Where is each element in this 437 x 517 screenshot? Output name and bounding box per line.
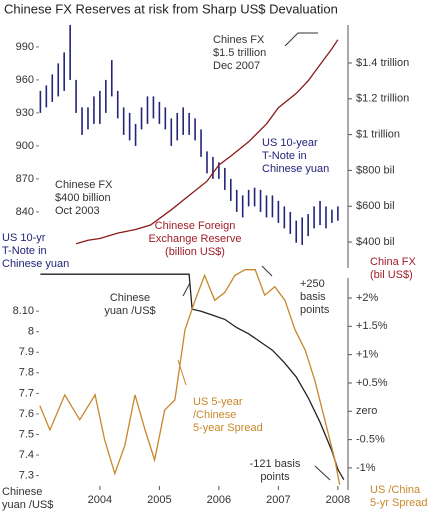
annotation: US 5-year bbox=[193, 396, 243, 408]
annotation: T-Note in bbox=[262, 150, 307, 162]
annotation: yuan /US$ bbox=[2, 499, 53, 511]
annotation-pointer bbox=[182, 282, 191, 297]
y-tick-label: 7.3 bbox=[19, 470, 34, 482]
annotation: (billion US$) bbox=[165, 246, 225, 258]
annotation: US 10-yr bbox=[2, 232, 46, 244]
chart-title: Chinese FX Reserves at risk from Sharp U… bbox=[4, 1, 338, 16]
x-tick-label: 2008 bbox=[326, 494, 350, 506]
y2-tick-label: $800 bil bbox=[356, 164, 395, 176]
y-tick-label: 7.4 bbox=[19, 449, 34, 461]
y-tick-label: 8.10 bbox=[13, 305, 34, 317]
annotation: Chinese yuan bbox=[262, 163, 329, 175]
annotation: US 10-year bbox=[262, 137, 318, 149]
annotation: Chinese Foreign bbox=[155, 220, 236, 232]
y-tick-label: 7.8 bbox=[19, 367, 34, 379]
annotation: points bbox=[300, 304, 330, 316]
y2-tick-label: zero bbox=[356, 405, 377, 417]
y2-tick-label: $600 bil bbox=[356, 200, 395, 212]
y-tick-label: 930 bbox=[16, 107, 34, 119]
annotation-pointer bbox=[177, 359, 187, 386]
annotation: +250 bbox=[300, 278, 325, 290]
y2-tick-label: +0.5% bbox=[356, 377, 388, 389]
series-line bbox=[40, 273, 345, 481]
y-tick-label: 7.6 bbox=[19, 408, 34, 420]
annotation: China FX bbox=[370, 256, 417, 268]
y-tick-label: 7.7 bbox=[19, 387, 34, 399]
annotation: Chinese bbox=[110, 292, 150, 304]
annotation: Chines FX bbox=[213, 34, 265, 46]
annotation: Oct 2003 bbox=[55, 205, 100, 217]
annotation: yuan /US$ bbox=[104, 305, 155, 317]
y-tick-label: 7.9 bbox=[19, 346, 34, 358]
annotation: $1.5 trillion bbox=[213, 47, 266, 59]
y2-tick-label: -0.5% bbox=[356, 434, 385, 446]
y2-tick-label: +1.5% bbox=[356, 320, 388, 332]
y2-tick-label: -1% bbox=[356, 462, 376, 474]
annotation: Dec 2007 bbox=[213, 60, 260, 72]
annotation: -121 basis bbox=[250, 458, 301, 470]
y-tick-label: 960 bbox=[16, 74, 34, 86]
annotation: US /China bbox=[370, 484, 421, 496]
annotation: Exchange Reserve bbox=[149, 233, 242, 245]
annotation-pointer bbox=[261, 265, 273, 277]
y2-tick-label: +1% bbox=[356, 349, 379, 361]
annotation-pointer bbox=[314, 465, 331, 481]
annotation-pointer bbox=[284, 32, 318, 47]
annotation: Chinese yuan bbox=[2, 258, 69, 270]
y-tick-label: 8 bbox=[28, 326, 34, 338]
y2-tick-label: $1.2 trillion bbox=[356, 93, 409, 105]
y2-tick-label: +2% bbox=[356, 292, 379, 304]
y2-tick-label: $400 bil bbox=[356, 236, 395, 248]
annotation: $400 billion bbox=[55, 192, 111, 204]
y2-tick-label: $1.4 trillion bbox=[356, 57, 409, 69]
y-tick-label: 840 bbox=[16, 206, 34, 218]
y-tick-label: 7.5 bbox=[19, 428, 34, 440]
x-tick-label: 2006 bbox=[207, 494, 231, 506]
x-tick-label: 2004 bbox=[88, 494, 112, 506]
annotation: /Chinese bbox=[193, 409, 236, 421]
y-tick-label: 990 bbox=[16, 41, 34, 53]
annotation: points bbox=[260, 471, 290, 483]
x-tick-label: 2005 bbox=[147, 494, 171, 506]
annotation: Chinese bbox=[2, 486, 42, 498]
y-tick-label: 870 bbox=[16, 173, 34, 185]
y-tick-label: 900 bbox=[16, 140, 34, 152]
y2-tick-label: $1 trillion bbox=[356, 129, 400, 141]
annotation: basis bbox=[300, 291, 326, 303]
annotation: 5-yr Spread bbox=[370, 497, 427, 509]
annotation: T-Note in bbox=[2, 245, 47, 257]
series-line bbox=[75, 39, 339, 245]
annotation: 5-year Spread bbox=[193, 422, 263, 434]
x-tick-label: 2007 bbox=[266, 494, 290, 506]
series-line bbox=[39, 269, 341, 486]
annotation: (bil US$) bbox=[370, 269, 413, 281]
annotation: Chinese FX bbox=[55, 179, 113, 191]
